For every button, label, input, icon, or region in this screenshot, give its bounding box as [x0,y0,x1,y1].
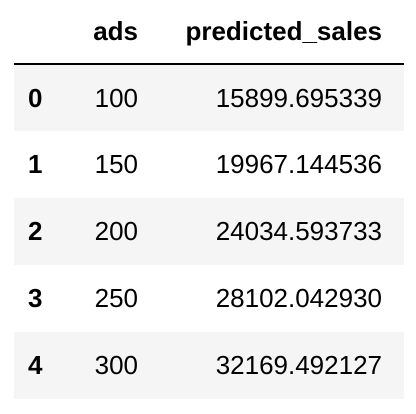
index-column-header [14,0,70,65]
ads-cell: 300 [94,350,138,380]
table-row: 3 250 28102.042930 [14,265,404,332]
predicted-sales-cell: 19967.144536 [215,149,382,179]
predicted-sales-column-header: predicted_sales [138,0,404,65]
table-row: 4 300 32169.492127 [14,332,404,399]
header-row: ads predicted_sales [14,0,404,65]
row-index: 2 [28,216,43,246]
ads-cell: 200 [94,216,138,246]
dataframe-table: ads predicted_sales 0 100 15899.695339 1… [14,0,404,399]
ads-cell: 100 [94,82,138,113]
predicted-sales-cell: 32169.492127 [215,350,382,380]
row-index: 1 [28,149,43,179]
table-row: 1 150 19967.144536 [14,131,404,198]
predicted-sales-cell: 28102.042930 [215,283,382,313]
predicted-sales-cell: 15899.695339 [215,82,382,113]
row-index: 0 [28,82,43,113]
table-row: 0 100 15899.695339 [14,64,404,131]
row-index: 4 [28,350,43,380]
ads-column-header: ads [70,0,138,65]
row-index: 3 [28,283,43,313]
ads-cell: 150 [94,149,138,179]
predicted-sales-cell: 24034.593733 [215,216,382,246]
ads-cell: 250 [94,283,138,313]
table-row: 2 200 24034.593733 [14,198,404,265]
